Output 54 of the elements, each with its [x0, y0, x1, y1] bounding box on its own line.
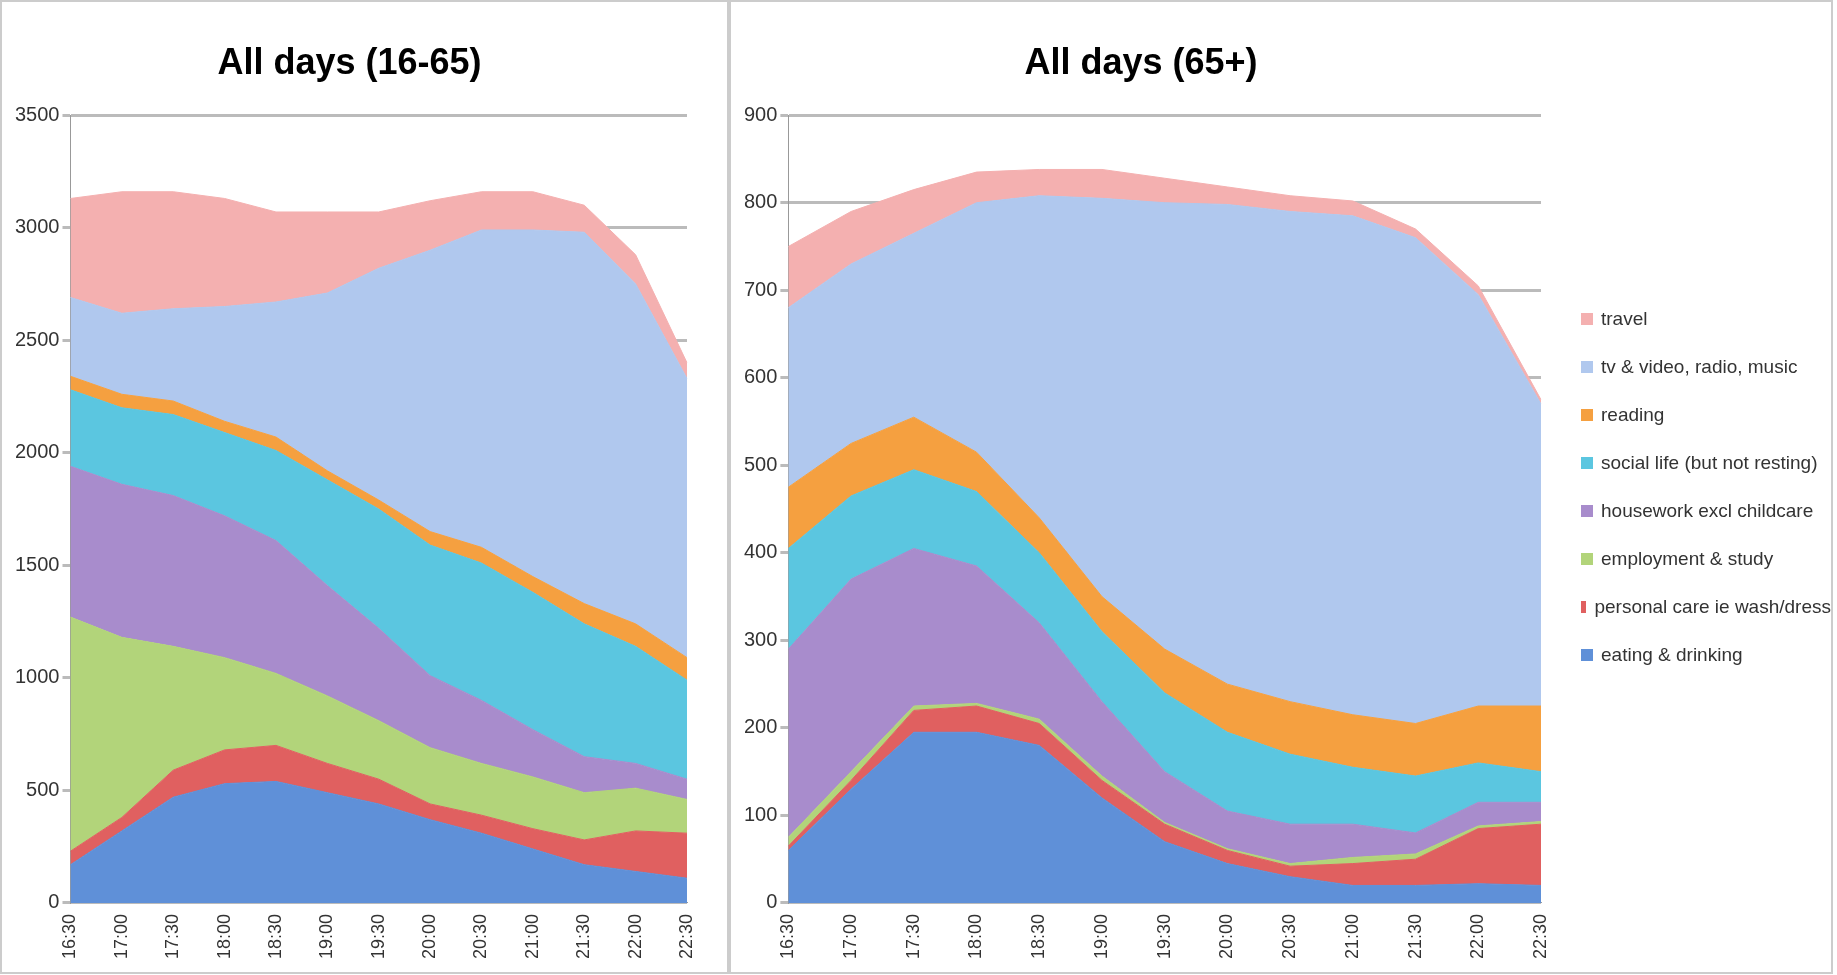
y-tick-label: 0	[766, 890, 778, 913]
y-tick-label: 200	[743, 715, 778, 738]
y-tick-label: 500	[743, 452, 778, 475]
x-tick-label: 17:30	[902, 913, 923, 959]
y-tick-label: 3000	[14, 215, 60, 238]
y-tick-label: 2500	[14, 327, 60, 350]
x-tick-label: 17:30	[162, 913, 183, 959]
x-tick-label: 21:00	[521, 913, 542, 959]
y-tick-label: 900	[743, 102, 778, 125]
y-tick-label: 2000	[14, 440, 60, 463]
x-tick-label: 22:30	[1529, 913, 1550, 959]
x-tick-label: 20:30	[470, 913, 491, 959]
legend-label: personal care ie wash/dress	[1594, 596, 1831, 618]
y-tick-label: 500	[26, 777, 60, 800]
x-tick-label: 20:00	[419, 913, 440, 959]
x-tick-label: 21:30	[1404, 913, 1425, 959]
x-tick-label: 18:30	[264, 913, 285, 959]
x-tick-label: 22:00	[1467, 913, 1488, 959]
y-tick-label: 600	[743, 365, 778, 388]
x-tick-label: 22:30	[675, 913, 696, 959]
x-tick-label: 21:00	[1341, 913, 1362, 959]
x-tick-label: 16:30	[59, 913, 80, 959]
y-tick-label: 300	[743, 627, 778, 650]
legend-label: reading	[1601, 404, 1665, 426]
legend-label: tv & video, radio, music	[1601, 356, 1798, 378]
x-tick-label: 20:30	[1279, 913, 1300, 959]
x-tick-label: 18:00	[213, 913, 234, 959]
x-tick-label: 19:30	[1153, 913, 1174, 959]
x-tick-label: 20:00	[1216, 913, 1237, 959]
x-tick-label: 18:00	[965, 913, 986, 959]
x-tick-label: 18:30	[1028, 913, 1049, 959]
y-tick-label: 1500	[14, 552, 60, 575]
y-tick-label: 400	[743, 540, 778, 563]
x-tick-label: 16:30	[777, 913, 798, 959]
x-tick-label: 19:00	[316, 913, 337, 959]
y-tick-label: 100	[743, 802, 778, 825]
x-tick-label: 17:00	[840, 913, 861, 959]
y-tick-label: 1000	[14, 665, 60, 688]
chart-title: All days (16-65)	[217, 40, 482, 82]
legend-label: housework excl childcare	[1601, 500, 1814, 522]
y-tick-label: 700	[743, 277, 778, 300]
x-tick-label: 17:00	[110, 913, 131, 959]
x-tick-label: 19:30	[367, 913, 388, 959]
legend-label: travel	[1601, 308, 1648, 330]
legend-label: employment & study	[1601, 548, 1774, 570]
x-tick-label: 22:00	[624, 913, 645, 959]
y-tick-label: 800	[743, 190, 778, 213]
chart-title: All days (65+)	[1024, 40, 1258, 82]
y-tick-label: 0	[48, 890, 60, 913]
y-tick-label: 3500	[14, 102, 60, 125]
legend-label: social life (but not resting)	[1601, 452, 1818, 474]
legend-label: eating & drinking	[1601, 644, 1743, 666]
x-tick-label: 19:00	[1090, 913, 1111, 959]
x-tick-label: 21:30	[573, 913, 594, 959]
